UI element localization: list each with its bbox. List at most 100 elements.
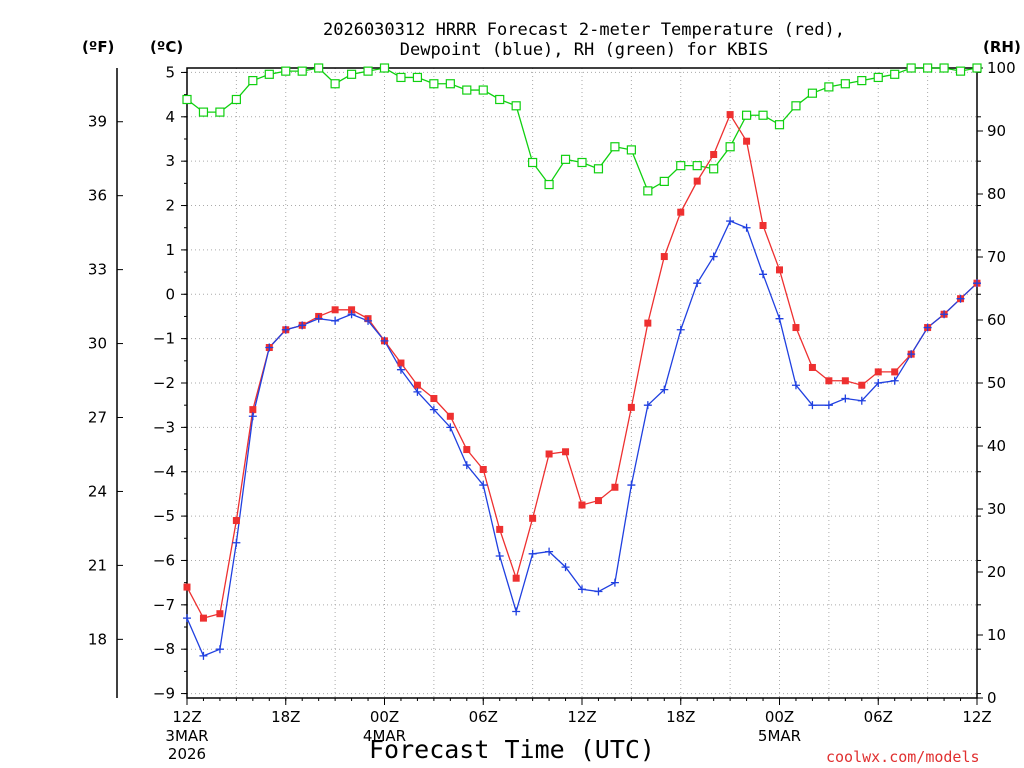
rh-point xyxy=(379,63,390,73)
x-date-label: 5MAR xyxy=(758,727,801,745)
rh-point xyxy=(281,66,291,76)
dewpoint-point xyxy=(347,310,356,319)
rh-point xyxy=(462,85,472,95)
rh-point xyxy=(939,63,949,73)
dewpoint-point xyxy=(726,217,735,226)
dewpoint-point xyxy=(462,461,471,470)
rh-point xyxy=(725,142,735,152)
celsius-tick-label: 2 xyxy=(165,197,175,215)
dewpoint-point xyxy=(512,607,521,616)
fahrenheit-tick-label: 18 xyxy=(88,630,107,648)
temperature-point xyxy=(397,359,405,367)
dewpoint-point xyxy=(742,223,751,232)
rh-point xyxy=(840,79,850,89)
rh-point xyxy=(692,161,702,171)
rh-point xyxy=(297,66,307,76)
temperature-point xyxy=(677,208,685,216)
rh-point xyxy=(676,161,686,171)
dewpoint-point xyxy=(791,381,800,390)
rh-point xyxy=(264,69,274,79)
celsius-tick-label: −7 xyxy=(153,596,175,614)
temperature-point xyxy=(529,514,537,522)
celsius-tick-label: 3 xyxy=(165,152,175,170)
dewpoint-point xyxy=(183,614,191,623)
rh-point xyxy=(890,69,900,79)
dewpoint-point xyxy=(594,587,603,596)
dewpoint-point xyxy=(610,578,619,587)
temperature-series-line xyxy=(186,113,978,619)
rh-point xyxy=(873,72,883,83)
rh-point xyxy=(643,186,653,196)
rh-point xyxy=(182,94,192,105)
fahrenheit-tick-label: 27 xyxy=(88,409,107,427)
rh-point xyxy=(363,66,373,76)
rh-tick-label: 100 xyxy=(987,59,1016,77)
rh-point xyxy=(610,142,620,152)
fahrenheit-tick-label: 36 xyxy=(88,187,107,205)
rh-point xyxy=(923,63,933,73)
fahrenheit-tick-label: 39 xyxy=(88,113,107,131)
rh-point xyxy=(412,72,423,83)
data-series xyxy=(182,63,982,660)
x-tick-label: 00Z xyxy=(370,708,399,726)
celsius-tick-label: −2 xyxy=(153,374,175,392)
rh-tick-label: 0 xyxy=(987,689,997,707)
rh-unit-label: (RH) xyxy=(983,38,1021,56)
dewpoint-point xyxy=(643,401,652,410)
x-tick-label: 06Z xyxy=(864,708,893,726)
dewpoint-point xyxy=(380,336,389,345)
dewpoint-point xyxy=(528,549,537,558)
dewpoint-point xyxy=(429,405,438,414)
dewpoint-point xyxy=(709,252,718,261)
dewpoint-point xyxy=(956,294,965,303)
celsius-tick-label: −8 xyxy=(153,640,175,658)
rh-point xyxy=(857,75,867,86)
x-tick-label: 00Z xyxy=(765,708,794,726)
temperature-point xyxy=(808,363,816,371)
x-date-label: 3MAR xyxy=(165,727,208,745)
x-tick-label: 18Z xyxy=(271,708,300,726)
rh-point xyxy=(231,94,241,105)
rh-point xyxy=(807,88,818,98)
rh-point xyxy=(215,107,225,117)
dewpoint-point xyxy=(331,316,340,325)
celsius-tick-label: 4 xyxy=(165,108,175,126)
rh-point xyxy=(478,85,488,95)
temperature-point xyxy=(759,222,767,229)
dewpoint-point xyxy=(824,401,833,410)
rh-point xyxy=(314,63,324,73)
temperature-point xyxy=(413,381,421,389)
fahrenheit-tick-label: 33 xyxy=(88,261,107,279)
rh-point xyxy=(560,154,571,164)
dewpoint-point xyxy=(545,547,554,556)
x-tick-label: 12Z xyxy=(567,708,596,726)
dewpoint-point xyxy=(775,314,784,323)
rh-point xyxy=(906,63,916,73)
rh-point xyxy=(741,110,752,120)
rh-tick-label: 50 xyxy=(987,374,1006,392)
dewpoint-point xyxy=(413,387,422,396)
dewpoint-point xyxy=(561,563,570,572)
temperature-point xyxy=(578,501,586,509)
rh-point xyxy=(198,107,209,117)
dewpoint-point xyxy=(940,310,949,319)
temperature-point xyxy=(348,306,356,314)
temperature-point xyxy=(562,448,570,456)
temperature-point xyxy=(891,368,899,376)
dewpoint-point xyxy=(281,325,290,334)
dewpoint-point xyxy=(676,325,685,334)
temperature-point xyxy=(726,111,734,119)
dewpoint-point xyxy=(298,321,307,330)
dewpoint-point xyxy=(627,481,636,490)
rh-point xyxy=(791,101,801,111)
celsius-tick-label: −5 xyxy=(153,507,175,525)
celsius-tick-label: 5 xyxy=(165,63,175,81)
celsius-tick-label: −3 xyxy=(153,418,175,436)
rh-tick-label: 70 xyxy=(987,248,1006,266)
dewpoint-point xyxy=(446,423,455,432)
dewpoint-point xyxy=(265,343,274,352)
x-axis-title: Forecast Time (UTC) xyxy=(369,735,655,764)
rh-point xyxy=(577,157,587,168)
chart-title-line-1: 2026030312 HRRR Forecast 2-meter Tempera… xyxy=(323,20,845,40)
